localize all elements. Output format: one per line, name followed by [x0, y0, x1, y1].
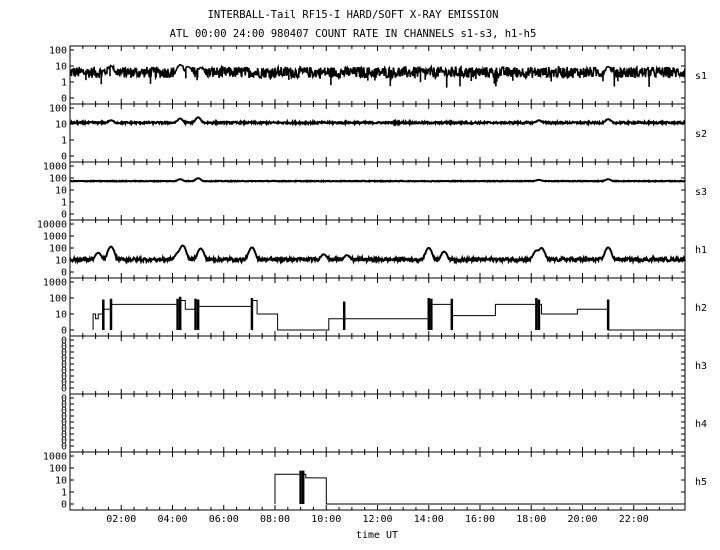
y-tick-label: 0 — [61, 326, 67, 337]
x-tick-label: 08:00 — [260, 514, 290, 525]
channel-label-s1: s1 — [695, 71, 707, 82]
series-line-s3 — [69, 177, 686, 184]
y-tick-label: 10000 — [37, 220, 67, 231]
series-step-h2 — [92, 300, 685, 331]
x-tick-label: 22:00 — [619, 514, 649, 525]
y-tick-label: 0 — [61, 372, 67, 383]
y-tick-label: 0 — [61, 94, 67, 105]
y-tick-label: 0 — [61, 348, 67, 359]
y-tick-label: 0 — [61, 354, 67, 365]
y-tick-label: 0 — [61, 268, 67, 279]
y-tick-label: 0 — [61, 342, 67, 353]
y-tick-label: 0 — [61, 360, 67, 371]
y-tick-label: 1 — [61, 198, 67, 209]
y-tick-label: 0 — [61, 430, 67, 441]
channel-label-h5: h5 — [695, 477, 707, 488]
panels-group: 1001010s11001010s210001001010s3100001000… — [37, 45, 707, 525]
channel-label-s2: s2 — [695, 129, 707, 140]
y-tick-label: 0 — [61, 418, 67, 429]
panel-frame — [69, 451, 686, 511]
y-tick-label: 0 — [61, 394, 67, 405]
series-line-s1 — [69, 63, 686, 88]
y-tick-label: 1000 — [43, 232, 67, 243]
y-tick-label: 0 — [61, 384, 67, 395]
x-tick-label: 12:00 — [362, 514, 392, 525]
x-tick-label: 06:00 — [209, 514, 239, 525]
y-tick-label: 1 — [61, 136, 67, 147]
y-tick-label: 0 — [61, 378, 67, 389]
y-tick-label: 100 — [49, 294, 67, 305]
y-tick-label: 1000 — [43, 162, 67, 173]
panel-frame — [69, 219, 686, 279]
x-tick-label: 14:00 — [414, 514, 444, 525]
chart-subtitle: ATL 00:00 24:00 980407 COUNT RATE IN CHA… — [170, 28, 537, 40]
panel-frame — [69, 161, 686, 221]
y-tick-label: 100 — [49, 244, 67, 255]
x-axis-label: time UT — [356, 530, 398, 541]
x-tick-label: 16:00 — [465, 514, 495, 525]
y-tick-label: 100 — [49, 174, 67, 185]
series-line-s2 — [69, 116, 686, 127]
x-tick-label: 18:00 — [516, 514, 546, 525]
y-tick-label: 0 — [61, 336, 67, 347]
y-tick-label: 100 — [49, 46, 67, 57]
y-tick-label: 100 — [49, 464, 67, 475]
panel-frame — [69, 393, 686, 453]
x-tick-label: 04:00 — [157, 514, 187, 525]
y-tick-label: 10 — [55, 476, 67, 487]
y-tick-label: 10 — [55, 310, 67, 321]
y-tick-label: 0 — [61, 152, 67, 163]
y-tick-label: 0 — [61, 442, 67, 453]
y-tick-label: 1000 — [43, 278, 67, 289]
y-tick-label: 0 — [61, 400, 67, 411]
panel-frame — [69, 277, 686, 337]
y-tick-label: 0 — [61, 500, 67, 511]
y-tick-label: 10 — [55, 62, 67, 73]
y-tick-label: 1 — [61, 78, 67, 89]
y-tick-label: 10 — [55, 186, 67, 197]
channel-label-h3: h3 — [695, 361, 707, 372]
y-tick-label: 1000 — [43, 452, 67, 463]
series-line-h1 — [69, 244, 686, 265]
y-tick-label: 0 — [61, 210, 67, 221]
x-tick-label: 10:00 — [311, 514, 341, 525]
y-tick-label: 0 — [61, 366, 67, 377]
y-tick-label: 1 — [61, 488, 67, 499]
y-tick-label: 100 — [49, 104, 67, 115]
panel-frame — [69, 335, 686, 395]
y-tick-label: 10 — [55, 120, 67, 131]
x-tick-label: 20:00 — [567, 514, 597, 525]
panel-frame — [69, 103, 686, 163]
x-tick-label: 02:00 — [106, 514, 136, 525]
series-step-h5 — [274, 473, 685, 505]
y-tick-label: 0 — [61, 412, 67, 423]
channel-label-h4: h4 — [695, 419, 707, 430]
channel-label-s3: s3 — [695, 187, 707, 198]
y-tick-label: 0 — [61, 406, 67, 417]
y-tick-label: 0 — [61, 436, 67, 447]
y-tick-label: 0 — [61, 424, 67, 435]
chart-title: INTERBALL-Tail RF15-I HARD/SOFT X-RAY EM… — [208, 9, 499, 21]
y-tick-label: 10 — [55, 256, 67, 267]
channel-label-h2: h2 — [695, 303, 707, 314]
channel-label-h1: h1 — [695, 245, 707, 256]
